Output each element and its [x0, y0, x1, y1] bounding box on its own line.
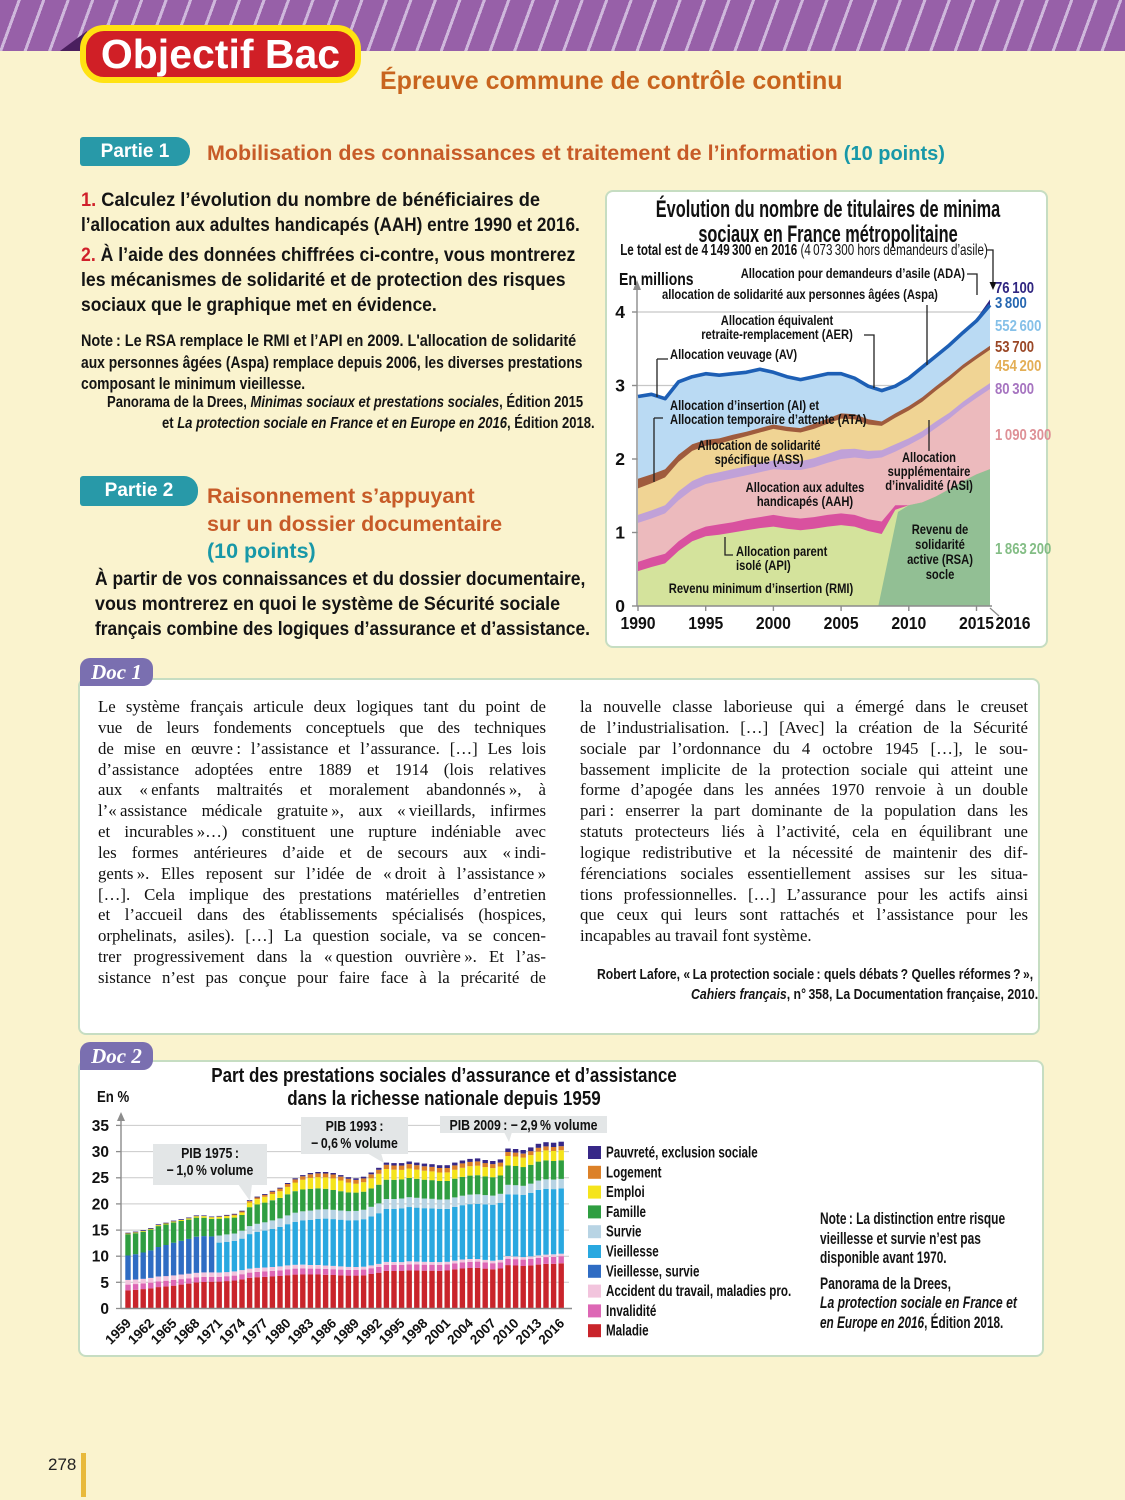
svg-text:10: 10	[92, 1249, 109, 1266]
svg-text:Vieillesse: Vieillesse	[606, 1243, 659, 1260]
svg-text:552 600: 552 600	[995, 318, 1041, 335]
svg-text:454 200: 454 200	[995, 358, 1041, 375]
svg-text:En %: En %	[97, 1089, 129, 1106]
svg-text:1995: 1995	[688, 613, 723, 633]
svg-text:2016: 2016	[535, 1315, 567, 1347]
svg-text:3 800: 3 800	[995, 295, 1027, 312]
svg-text:2010: 2010	[891, 613, 926, 633]
svg-text:En millions: En millions	[619, 271, 694, 290]
svg-text:20: 20	[92, 1196, 109, 1213]
svg-text:− 1,0 % volume: − 1,0 % volume	[167, 1162, 254, 1178]
svg-text:Allocation de solidarité: Allocation de solidarité	[697, 438, 820, 453]
svg-text:4: 4	[615, 302, 625, 322]
svg-text:1 090 300: 1 090 300	[995, 427, 1051, 444]
svg-text:Allocation veuvage (AV): Allocation veuvage (AV)	[670, 347, 797, 362]
svg-text:2: 2	[615, 449, 625, 469]
svg-text:1 863 200: 1 863 200	[995, 541, 1051, 558]
svg-text:Famille: Famille	[606, 1203, 646, 1220]
svg-text:socle: socle	[926, 567, 955, 582]
svg-text:Survie: Survie	[606, 1223, 642, 1240]
svg-text:Invalidité: Invalidité	[606, 1302, 657, 1319]
svg-text:Allocation temporaire d’attent: Allocation temporaire d’attente (ATA)	[670, 412, 867, 427]
svg-text:2005: 2005	[824, 613, 859, 633]
svg-text:Évolution du nombre de titulai: Évolution du nombre de titulaires de min…	[656, 196, 1001, 223]
svg-text:2000: 2000	[756, 613, 791, 633]
svg-text:sociaux en France métropolitai: sociaux en France métropolitaine	[698, 221, 957, 248]
svg-text:PIB 2009 : − 2,9 % volume: PIB 2009 : − 2,9 % volume	[450, 1117, 598, 1133]
svg-text:spécifique (ASS): spécifique (ASS)	[715, 452, 804, 467]
svg-text:Allocation aux adultes: Allocation aux adultes	[746, 480, 865, 495]
svg-text:Allocation pour demandeurs d’a: Allocation pour demandeurs d’asile (ADA)	[741, 266, 965, 281]
svg-text:solidarité: solidarité	[915, 537, 965, 552]
svg-text:76 100: 76 100	[995, 280, 1034, 297]
svg-text:PIB 1993 :: PIB 1993 :	[326, 1118, 384, 1134]
svg-text:Allocation: Allocation	[902, 450, 956, 465]
svg-text:Revenu de: Revenu de	[912, 522, 969, 537]
svg-text:PIB 1975 :: PIB 1975 :	[181, 1145, 239, 1161]
svg-text:Le total est de 4 149 300 en 2: Le total est de 4 149 300 en 2016 (4 073…	[620, 241, 988, 258]
svg-text:0: 0	[615, 596, 625, 616]
svg-text:Maladie: Maladie	[606, 1322, 649, 1339]
svg-text:3: 3	[615, 376, 625, 396]
svg-text:Pauvreté, exclusion sociale: Pauvreté, exclusion sociale	[606, 1144, 758, 1161]
svg-text:retraite-remplacement (AER): retraite-remplacement (AER)	[701, 327, 853, 342]
svg-text:allocation de solidarité aux p: allocation de solidarité aux personnes â…	[662, 287, 938, 302]
svg-text:Logement: Logement	[606, 1164, 662, 1181]
svg-text:active (RSA): active (RSA)	[907, 552, 973, 567]
svg-text:Allocation d’insertion (AI) et: Allocation d’insertion (AI) et	[670, 398, 820, 413]
svg-text:Allocation parent: Allocation parent	[736, 544, 828, 559]
svg-text:Part des prestations sociales: Part des prestations sociales d’assuranc…	[211, 1064, 676, 1087]
svg-text:35: 35	[92, 1118, 110, 1135]
svg-text:2015: 2015	[959, 613, 994, 633]
svg-text:Accident du travail, maladies: Accident du travail, maladies pro.	[606, 1283, 791, 1300]
svg-text:0: 0	[100, 1301, 109, 1318]
svg-text:Revenu minimum d’insertion (RM: Revenu minimum d’insertion (RMI)	[669, 581, 854, 596]
svg-text:15: 15	[92, 1223, 110, 1240]
svg-text:1990: 1990	[621, 613, 656, 633]
svg-text:2016: 2016	[996, 613, 1031, 633]
svg-text:5: 5	[100, 1275, 109, 1292]
svg-text:80 300: 80 300	[995, 381, 1034, 398]
svg-text:d’invalidité (ASI): d’invalidité (ASI)	[885, 478, 973, 493]
svg-text:25: 25	[92, 1170, 110, 1187]
svg-text:Allocation équivalent: Allocation équivalent	[721, 313, 834, 328]
svg-text:supplémentaire: supplémentaire	[888, 464, 971, 479]
svg-text:Emploi: Emploi	[606, 1184, 645, 1201]
svg-text:isolé (API): isolé (API)	[736, 558, 791, 573]
svg-text:Vieillesse, survie: Vieillesse, survie	[606, 1263, 700, 1280]
svg-text:handicapés (AAH): handicapés (AAH)	[757, 494, 853, 509]
svg-text:dans la richesse nationale dep: dans la richesse nationale depuis 1959	[287, 1087, 600, 1110]
svg-text:30: 30	[92, 1144, 109, 1161]
svg-text:53 700: 53 700	[995, 339, 1034, 356]
svg-text:− 0,6 % volume: − 0,6 % volume	[311, 1135, 398, 1151]
svg-text:1: 1	[615, 523, 625, 543]
